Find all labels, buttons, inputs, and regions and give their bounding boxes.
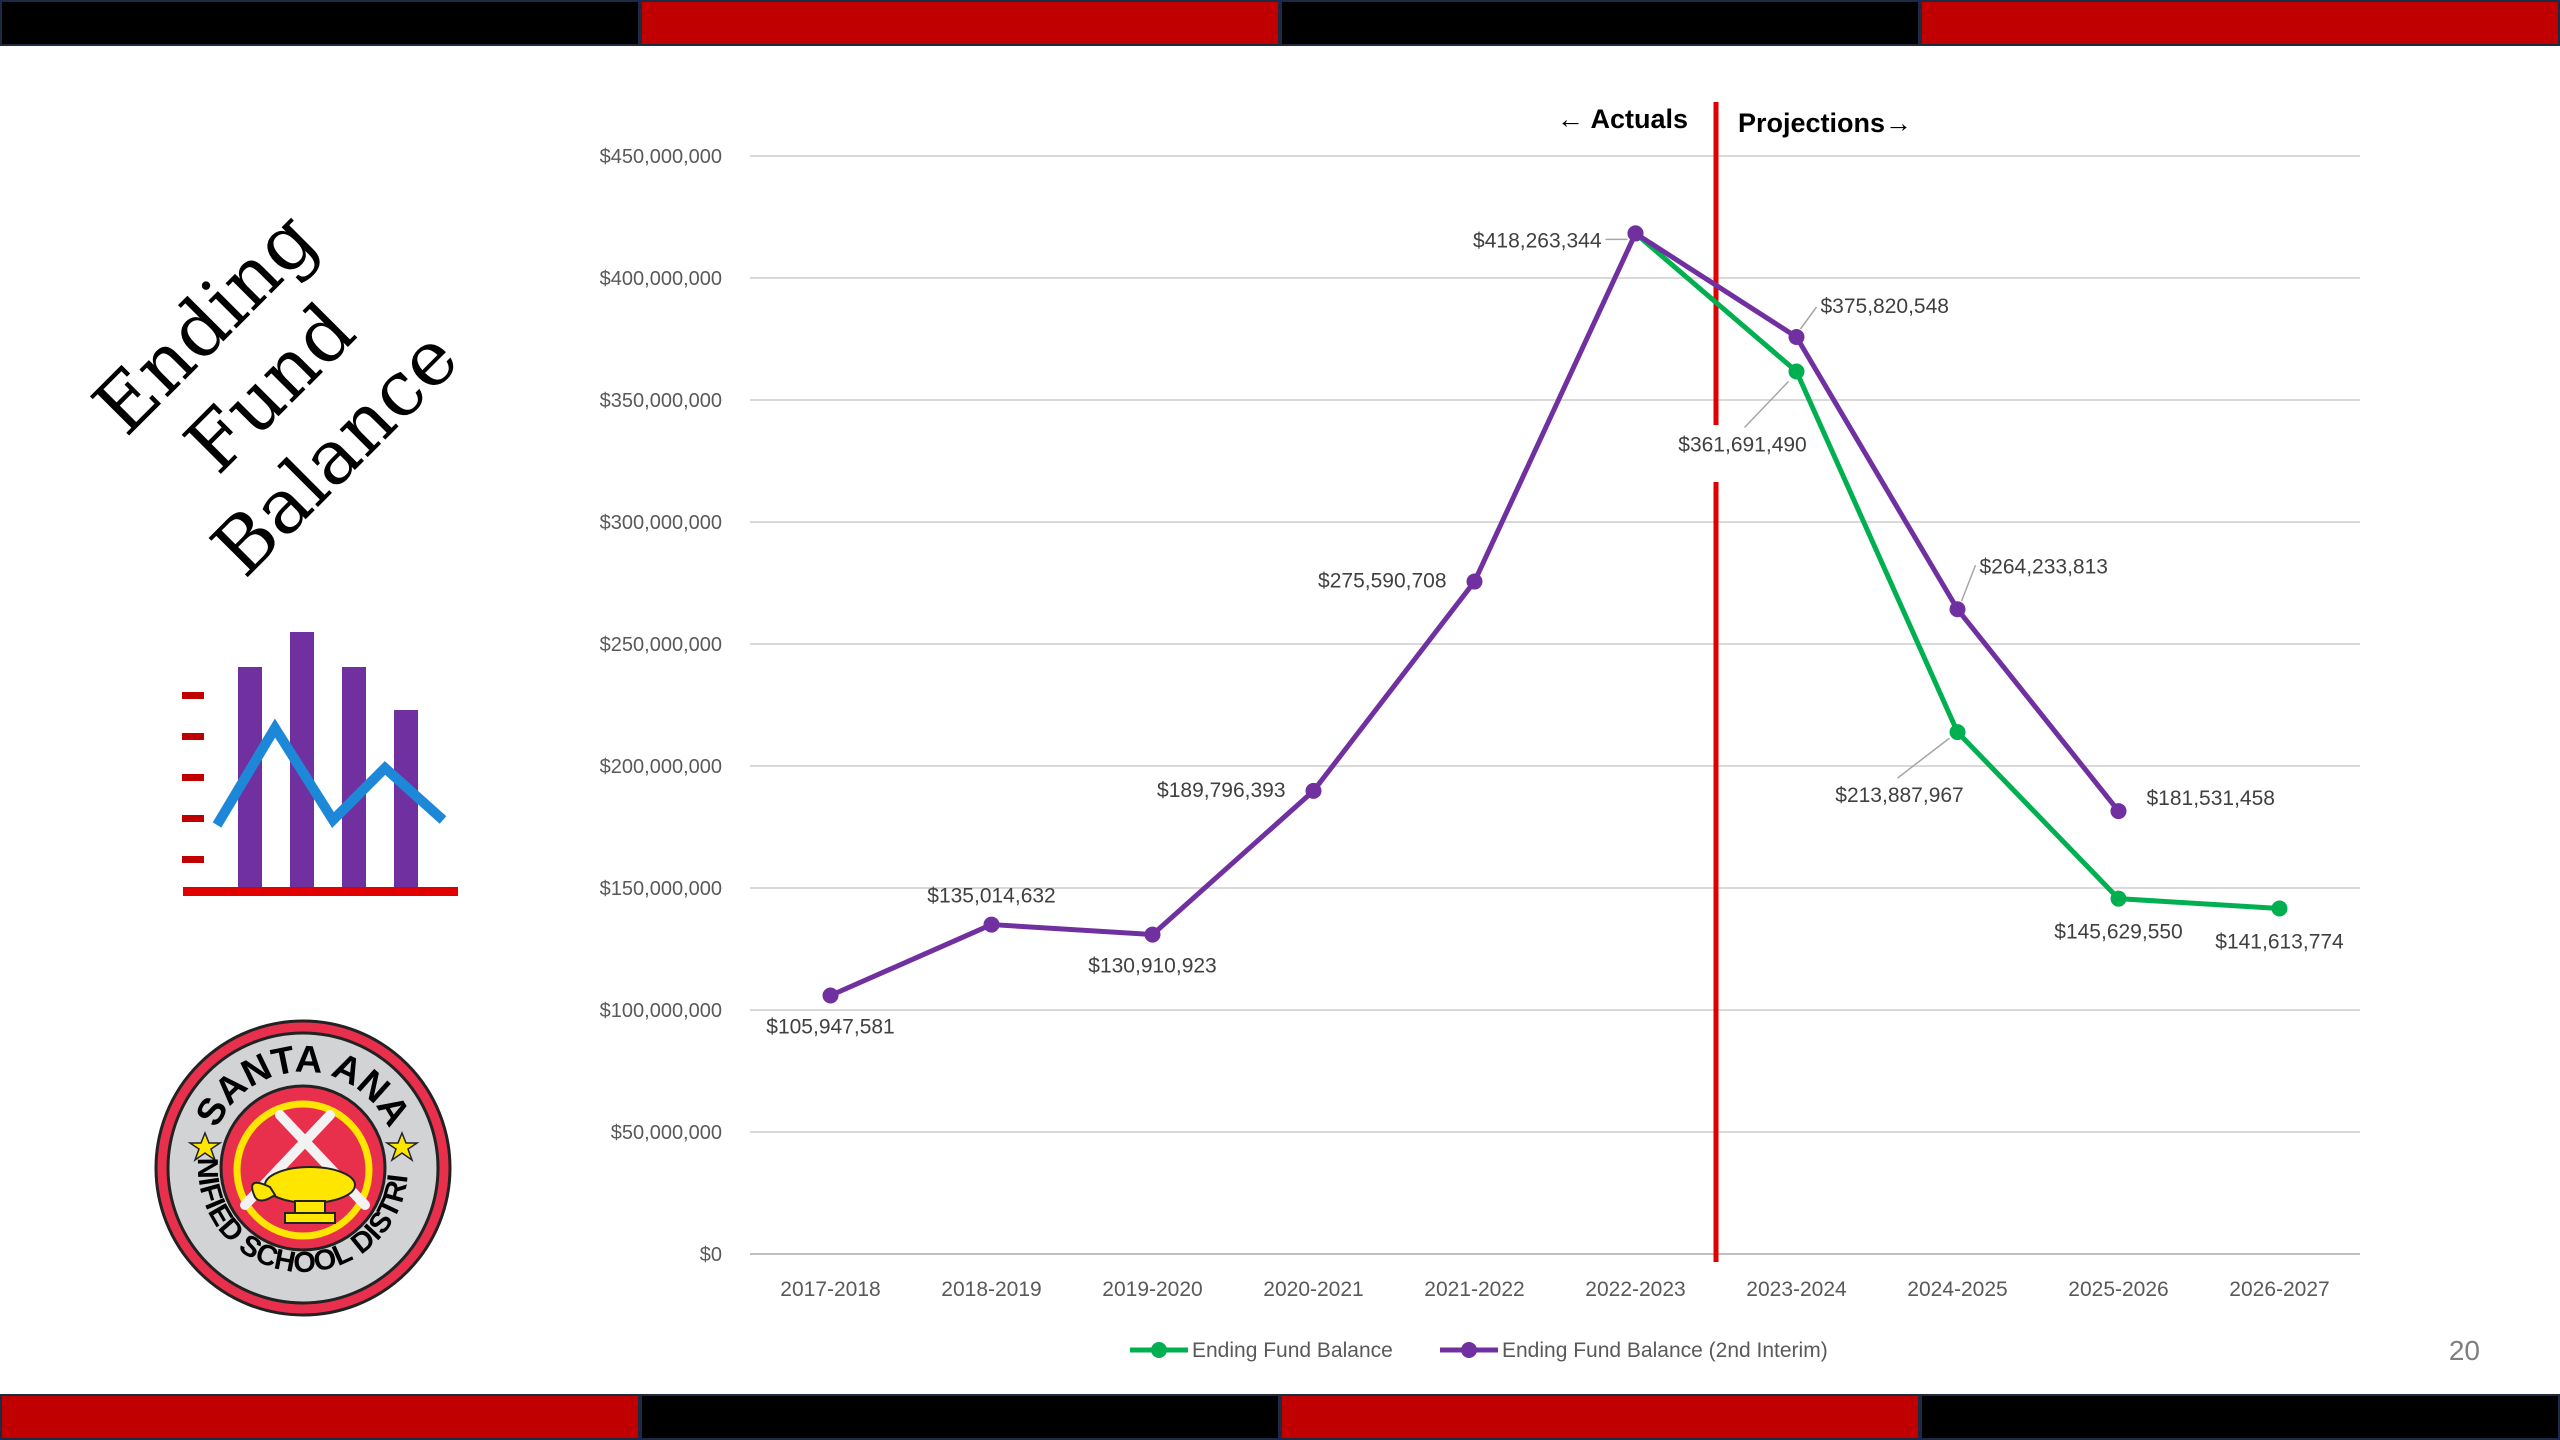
x-tick-label: 2019-2020 — [1102, 1278, 1202, 1301]
data-label: $145,629,550 — [2054, 921, 2182, 944]
data-point — [983, 916, 1000, 933]
data-point — [1305, 782, 1322, 799]
data-point — [1627, 225, 1644, 242]
data-point — [1949, 601, 1966, 618]
y-tick-label: $0 — [700, 1244, 722, 1266]
data-label: $275,590,708 — [1318, 570, 1446, 593]
data-label: $135,014,632 — [927, 885, 1055, 908]
band-segment — [0, 0, 640, 46]
data-point — [1788, 363, 1805, 380]
y-tick-label: $350,000,000 — [600, 390, 722, 412]
band-segment — [0, 1394, 640, 1440]
y-tick-label: $100,000,000 — [600, 1000, 722, 1022]
data-label: $418,263,344 — [1473, 229, 1602, 252]
y-tick-label: $300,000,000 — [600, 512, 722, 534]
data-label: $189,796,393 — [1157, 779, 1285, 802]
x-tick-label: 2021-2022 — [1424, 1278, 1524, 1301]
ending-fund-balance-chart: $0 $50,000,000 $100,000,000 $150,000,000 $20… — [540, 90, 2400, 1390]
bar-and-line-chart-icon — [175, 620, 465, 900]
data-label: $375,820,548 — [1821, 295, 1949, 318]
data-label: $213,887,967 — [1835, 784, 1963, 807]
district-seal-logo: SANTA ANA UNIFIED SCHOOL DISTRICT — [140, 990, 460, 1325]
y-tick-label: $50,000,000 — [611, 1122, 722, 1144]
x-tick-label: 2026-2027 — [2229, 1278, 2329, 1301]
y-tick-label: $250,000,000 — [600, 634, 722, 656]
band-segment — [1920, 0, 2560, 46]
data-point — [822, 987, 839, 1004]
legend-swatch-marker — [1151, 1342, 1167, 1358]
band-segment — [640, 1394, 1280, 1440]
projections-annotation: Projections→ — [1738, 108, 1912, 138]
actuals-annotation: ← Actuals — [1557, 104, 1688, 134]
y-tick-label: $450,000,000 — [600, 146, 722, 168]
y-tick-label: $400,000,000 — [600, 268, 722, 290]
x-tick-label: 2023-2024 — [1746, 1278, 1847, 1301]
bottom-color-band — [0, 1394, 2560, 1440]
x-tick-label: 2025-2026 — [2068, 1278, 2168, 1301]
legend-swatch-marker — [1461, 1342, 1477, 1358]
band-segment — [1280, 1394, 1920, 1440]
y-tick-label: $150,000,000 — [600, 878, 722, 900]
data-label: $141,613,774 — [2215, 930, 2344, 953]
data-point — [1466, 573, 1483, 590]
label-leader-line — [1960, 564, 1977, 602]
data-point — [2110, 890, 2127, 907]
legend-label: Ending Fund Balance — [1192, 1339, 1393, 1362]
data-point — [2271, 900, 2288, 917]
label-leader-line — [1799, 306, 1818, 330]
x-tick-label: 2020-2021 — [1263, 1278, 1363, 1301]
data-label: $130,910,923 — [1088, 955, 1216, 978]
label-leader-line — [1743, 380, 1790, 428]
slide-title: Ending Fund Balance — [40, 130, 500, 593]
label-leader-line — [1897, 737, 1950, 779]
band-segment — [1920, 1394, 2560, 1440]
band-segment — [1280, 0, 1920, 46]
data-label: $361,691,490 — [1678, 433, 1806, 456]
x-tick-label: 2024-2025 — [1907, 1278, 2007, 1301]
band-segment — [640, 0, 1280, 46]
page-number: 20 — [2448, 1335, 2480, 1366]
data-label: $264,233,813 — [1980, 555, 2108, 578]
data-point — [1949, 724, 1966, 741]
data-label: $181,531,458 — [2147, 787, 2275, 810]
top-color-band — [0, 0, 2560, 46]
series-line-2 — [829, 230, 2121, 998]
x-tick-label: 2018-2019 — [941, 1278, 1041, 1301]
x-tick-label: 2022-2023 — [1585, 1278, 1685, 1301]
legend-label: Ending Fund Balance (2nd Interim) — [1502, 1339, 1828, 1362]
x-tick-label: 2017-2018 — [780, 1278, 880, 1301]
data-point — [1788, 328, 1805, 345]
data-point — [2110, 803, 2127, 820]
data-point — [1144, 926, 1161, 943]
data-label: $105,947,581 — [766, 1015, 894, 1038]
y-tick-label: $200,000,000 — [600, 756, 722, 778]
